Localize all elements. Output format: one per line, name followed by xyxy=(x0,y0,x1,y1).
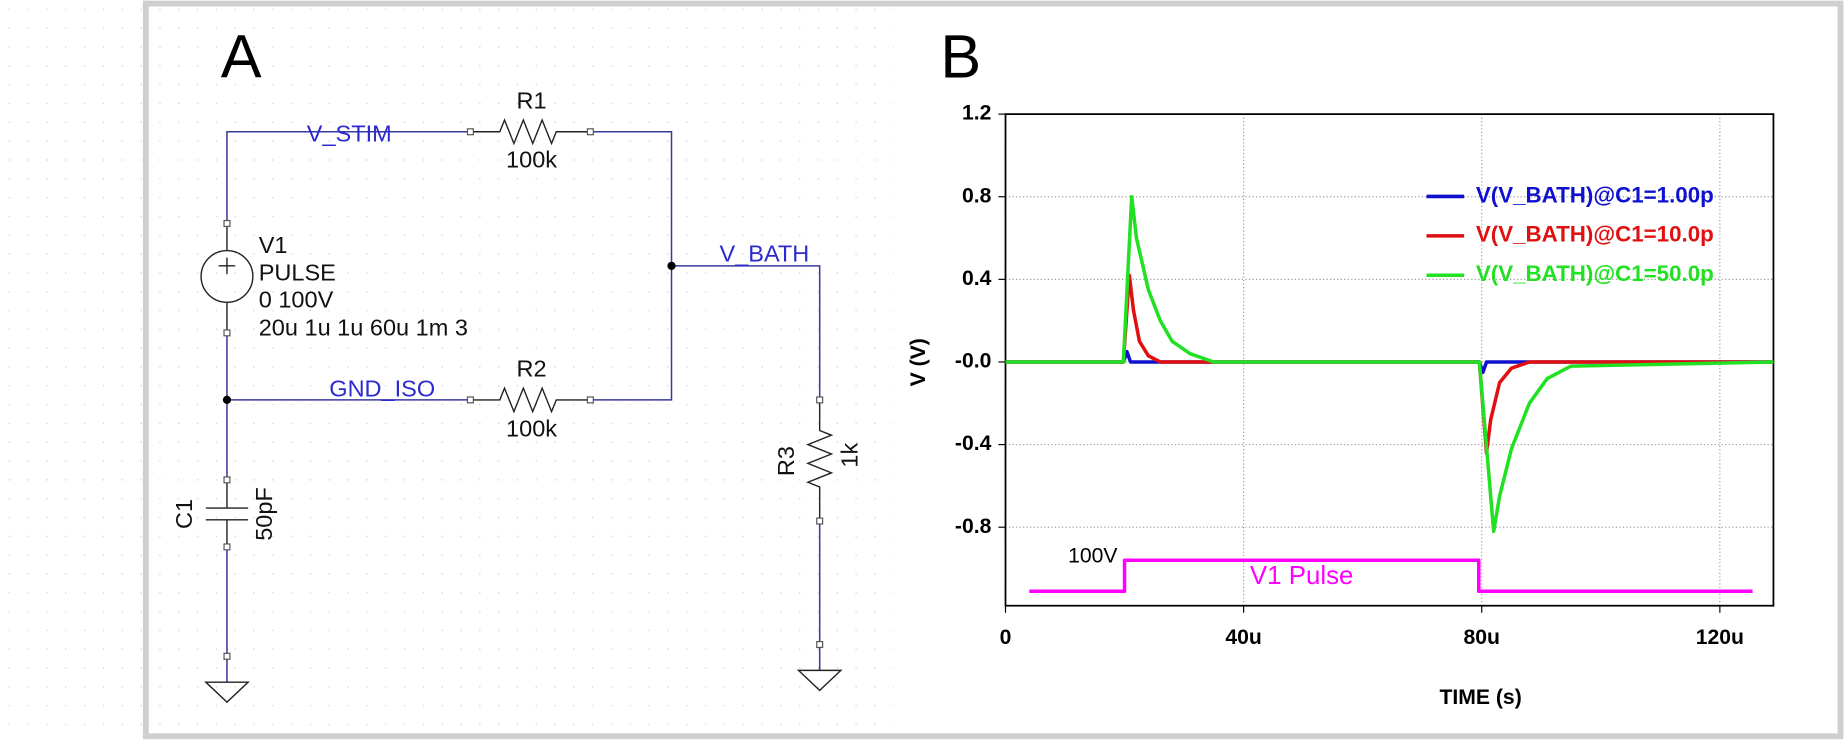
y-tick-label: -0.0 xyxy=(955,350,991,373)
part-value: 1k xyxy=(837,443,863,468)
pulse-level: 100V xyxy=(1068,544,1118,567)
x-tick-label: 120u xyxy=(1696,626,1744,649)
capacitor-c1 xyxy=(205,479,249,547)
panel-label: A xyxy=(221,22,262,90)
part-kind: PULSE xyxy=(259,259,336,285)
source-leads xyxy=(218,223,236,333)
x-tick-label: 0 xyxy=(1000,626,1012,649)
part-name: C1 xyxy=(171,499,197,529)
source-v1 xyxy=(200,249,254,303)
net-label: GND_ISO xyxy=(329,376,435,402)
part-name: R3 xyxy=(773,446,799,476)
plot-frame xyxy=(1004,113,1775,607)
part-name: R2 xyxy=(517,356,547,382)
x-tick-label: 40u xyxy=(1225,626,1261,649)
part-value: 20u 1u 1u 60u 1m 3 xyxy=(259,315,468,341)
y-tick-label: 0.8 xyxy=(962,184,992,207)
part-value: 50pF xyxy=(251,487,277,541)
net-label: V_BATH xyxy=(720,240,810,266)
y-tick-label: 1.2 xyxy=(962,102,991,125)
legend-label: V(V_BATH)@C1=1.00p xyxy=(1476,182,1714,207)
panel-label: B xyxy=(940,22,981,90)
part-name: R1 xyxy=(517,88,547,114)
junction xyxy=(222,395,232,405)
series-line xyxy=(1029,558,1753,594)
resistor-r3 xyxy=(806,399,834,522)
series-line xyxy=(1005,194,1774,534)
x-axis-label: TIME (s) xyxy=(1439,686,1521,709)
legend-label: V(V_BATH)@C1=50.0p xyxy=(1476,261,1714,286)
ground xyxy=(204,669,843,704)
pulse-label: V1 Pulse xyxy=(1250,562,1354,590)
pins xyxy=(223,128,824,660)
chart: B 1.2 0.8 0.4 -0.0 -0.4 -0.8 0 40u 80u 120u TIME (… xyxy=(907,22,1775,709)
junction xyxy=(667,261,676,270)
schematic: A V_STIM V_BATH GND_ISO R1 100k R2 100k … xyxy=(171,22,863,704)
y-axis-label: V (V) xyxy=(907,338,930,386)
schematic-grid xyxy=(0,0,894,741)
y-tick-label: 0.4 xyxy=(962,267,992,290)
net-label: V_STIM xyxy=(307,121,392,147)
resistor-r1 xyxy=(470,118,591,146)
legend-label: V(V_BATH)@C1=10.0p xyxy=(1476,222,1714,247)
part-value: 100k xyxy=(506,146,557,172)
part-value: 0 100V xyxy=(259,286,334,312)
y-tick-label: -0.4 xyxy=(955,432,992,455)
part-name: V1 xyxy=(259,232,288,258)
y-tick-label: -0.8 xyxy=(955,515,992,538)
x-tick-label: 80u xyxy=(1464,626,1500,649)
frame xyxy=(142,0,1844,740)
part-value: 100k xyxy=(506,416,557,442)
resistor-r2 xyxy=(470,386,591,414)
